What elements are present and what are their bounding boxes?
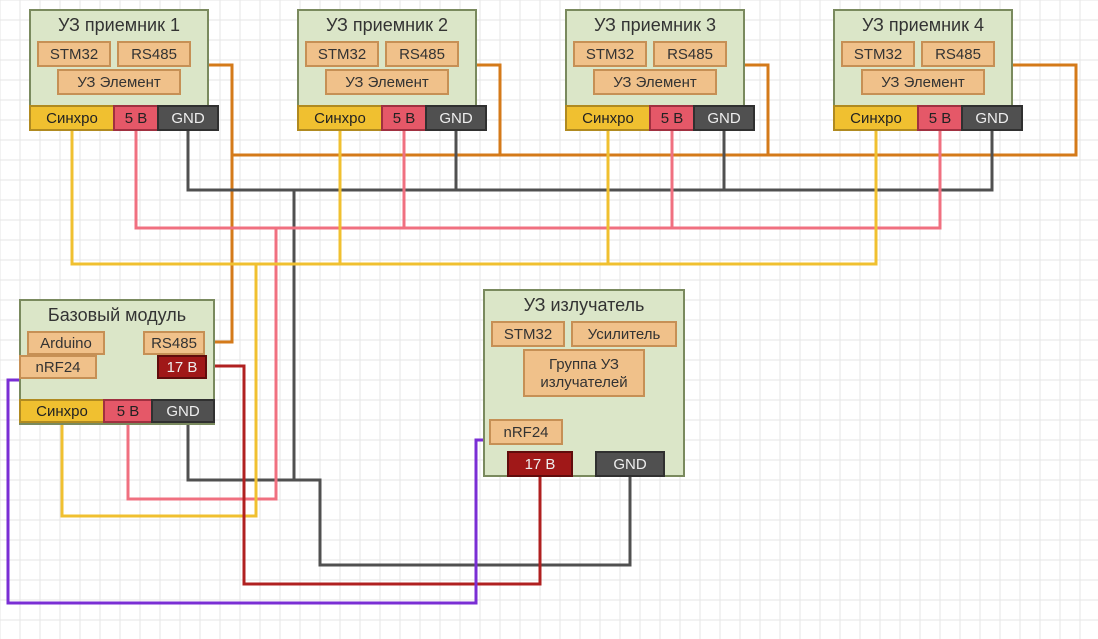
receiver-module: УЗ приемник 1 STM32 RS485 УЗ Элемент Синхро 5…	[30, 10, 218, 130]
chip-nrf24: nRF24	[490, 420, 562, 444]
receiver-title: УЗ приемник 3	[594, 15, 716, 35]
svg-text:17 В: 17 В	[167, 359, 198, 376]
port-gnd: GND	[426, 106, 486, 130]
port-sync: Синхро	[30, 106, 114, 130]
svg-text:УЗ Элемент: УЗ Элемент	[613, 74, 697, 91]
svg-text:Синхро: Синхро	[850, 110, 902, 127]
svg-text:5 В: 5 В	[661, 110, 684, 127]
port-gnd: GND	[694, 106, 754, 130]
svg-text:УЗ Элемент: УЗ Элемент	[345, 74, 429, 91]
svg-text:RS485: RS485	[667, 46, 713, 63]
svg-text:Группа УЗ: Группа УЗ	[549, 356, 619, 373]
port-5v: 5 В	[918, 106, 962, 130]
svg-text:STM32: STM32	[854, 46, 902, 63]
port-sync: Синхро	[20, 400, 104, 422]
receiver-title: УЗ приемник 2	[326, 15, 448, 35]
svg-text:RS485: RS485	[131, 46, 177, 63]
svg-text:STM32: STM32	[50, 46, 98, 63]
svg-text:nRF24: nRF24	[35, 359, 80, 376]
svg-text:RS485: RS485	[151, 335, 197, 352]
svg-text:GND: GND	[439, 110, 473, 127]
port-gnd: GND	[962, 106, 1022, 130]
chip-uz-element: УЗ Элемент	[594, 70, 716, 94]
svg-text:STM32: STM32	[318, 46, 366, 63]
svg-text:Синхро: Синхро	[46, 110, 98, 127]
chip-stm32: STM32	[574, 42, 646, 66]
port-sync: Синхро	[566, 106, 650, 130]
chip-nrf24: nRF24	[20, 356, 96, 378]
svg-text:5 В: 5 В	[117, 403, 140, 420]
svg-text:5 В: 5 В	[393, 110, 416, 127]
receiver-title: УЗ приемник 4	[862, 15, 984, 35]
chip-rs485: RS485	[386, 42, 458, 66]
svg-text:GND: GND	[613, 456, 647, 473]
svg-text:5 В: 5 В	[929, 110, 952, 127]
chip-stm32: STM32	[492, 322, 564, 346]
svg-text:STM32: STM32	[504, 326, 552, 343]
tx-title: УЗ излучатель	[524, 295, 645, 315]
port-5v: 5 В	[650, 106, 694, 130]
svg-text:Синхро: Синхро	[36, 403, 88, 420]
port-gnd: GND	[152, 400, 214, 422]
transmitter-module: УЗ излучатель STM32 Усилитель Группа УЗизлу…	[484, 290, 684, 476]
svg-text:излучателей: излучателей	[540, 374, 627, 391]
svg-text:RS485: RS485	[399, 46, 445, 63]
receiver-module: УЗ приемник 2 STM32 RS485 УЗ Элемент Синхро 5…	[298, 10, 486, 130]
port-sync: Синхро	[834, 106, 918, 130]
svg-text:GND: GND	[166, 403, 200, 420]
chip-rs485: RS485	[922, 42, 994, 66]
svg-text:nRF24: nRF24	[503, 424, 548, 441]
chip-rs485: RS485	[654, 42, 726, 66]
chip-rs485: RS485	[118, 42, 190, 66]
port-17v: 17 В	[158, 356, 206, 378]
svg-text:STM32: STM32	[586, 46, 634, 63]
chip-stm32: STM32	[38, 42, 110, 66]
chip-stm32: STM32	[842, 42, 914, 66]
svg-text:Синхро: Синхро	[314, 110, 366, 127]
svg-text:RS485: RS485	[935, 46, 981, 63]
chip-rs485: RS485	[144, 332, 204, 354]
chip-uz-element: УЗ Элемент	[862, 70, 984, 94]
port-5v: 5 В	[114, 106, 158, 130]
receiver-title: УЗ приемник 1	[58, 15, 180, 35]
port-17v: 17 В	[508, 452, 572, 476]
chip-stm32: STM32	[306, 42, 378, 66]
chip-arduino: Arduino	[28, 332, 104, 354]
svg-text:5 В: 5 В	[125, 110, 148, 127]
svg-text:Усилитель: Усилитель	[588, 326, 661, 343]
base-module: Базовый модуль Arduino RS485 nRF24 17 В Синхр…	[20, 300, 214, 424]
chip-amp: Усилитель	[572, 322, 676, 346]
svg-text:GND: GND	[707, 110, 741, 127]
svg-text:GND: GND	[975, 110, 1009, 127]
chip-uz-element: УЗ Элемент	[326, 70, 448, 94]
svg-text:Arduino: Arduino	[40, 335, 92, 352]
port-gnd: GND	[158, 106, 218, 130]
svg-text:УЗ Элемент: УЗ Элемент	[77, 74, 161, 91]
svg-text:Синхро: Синхро	[582, 110, 634, 127]
receiver-module: УЗ приемник 3 STM32 RS485 УЗ Элемент Синхро 5…	[566, 10, 754, 130]
base-title: Базовый модуль	[48, 305, 186, 325]
svg-text:17 В: 17 В	[525, 456, 556, 473]
port-5v: 5 В	[104, 400, 152, 422]
receiver-module: УЗ приемник 4 STM32 RS485 УЗ Элемент Синхро 5…	[834, 10, 1022, 130]
port-gnd: GND	[596, 452, 664, 476]
port-5v: 5 В	[382, 106, 426, 130]
svg-text:УЗ Элемент: УЗ Элемент	[881, 74, 965, 91]
svg-text:GND: GND	[171, 110, 205, 127]
port-sync: Синхро	[298, 106, 382, 130]
chip-uz-element: УЗ Элемент	[58, 70, 180, 94]
